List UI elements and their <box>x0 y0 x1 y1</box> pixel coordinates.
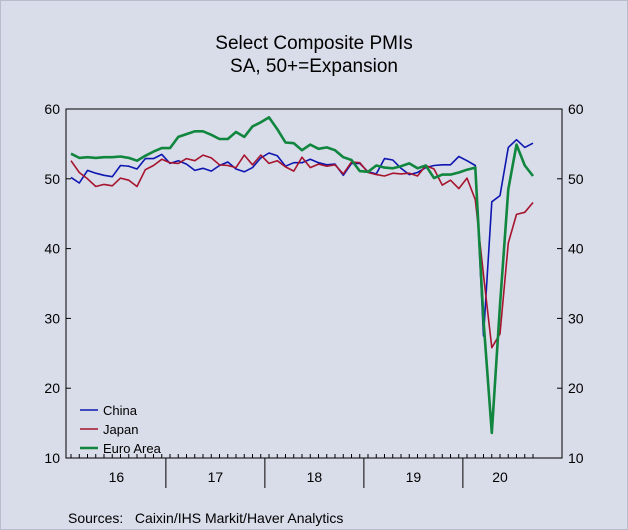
y-tick-label-left: 50 <box>44 171 60 187</box>
legend: China Japan Euro Area <box>80 403 162 456</box>
series-line-china <box>70 138 534 337</box>
legend-label: Japan <box>103 422 138 437</box>
y-tick-label-left: 10 <box>44 450 60 466</box>
x-year-label: 20 <box>492 469 508 485</box>
legend-label: Euro Area <box>103 441 162 456</box>
series-line-japan <box>70 154 534 349</box>
legend-label: China <box>103 403 138 418</box>
y-tick-label-right: 50 <box>568 171 584 187</box>
y-tick-label-right: 40 <box>568 241 584 257</box>
y-tick-label-left: 30 <box>44 310 60 326</box>
y-tick-label-left: 40 <box>44 241 60 257</box>
y-tick-label-right: 10 <box>568 450 584 466</box>
chart-subtitle: SA, 50+=Expansion <box>230 56 398 77</box>
source-note: Sources: Caixin/IHS Markit/Haver Analyti… <box>68 510 344 526</box>
x-year-label: 16 <box>109 469 125 485</box>
x-axis: 16 17 18 19 20 <box>70 454 534 488</box>
y-tick-label-right: 60 <box>568 101 584 117</box>
y-tick-label-right: 20 <box>568 380 584 396</box>
chart-title: Select Composite PMIs <box>215 33 413 54</box>
y-axis-left: 10 20 30 40 50 60 <box>44 101 71 466</box>
series-line-euro-area <box>70 116 535 435</box>
y-tick-label-left: 60 <box>44 101 60 117</box>
series-lines <box>70 116 535 435</box>
x-year-label: 17 <box>208 469 224 485</box>
x-year-label: 18 <box>307 469 323 485</box>
y-tick-label-right: 30 <box>568 310 584 326</box>
y-axis-right: 10 20 30 40 50 60 <box>557 101 584 466</box>
x-year-label: 19 <box>406 469 422 485</box>
y-tick-label-left: 20 <box>44 380 60 396</box>
